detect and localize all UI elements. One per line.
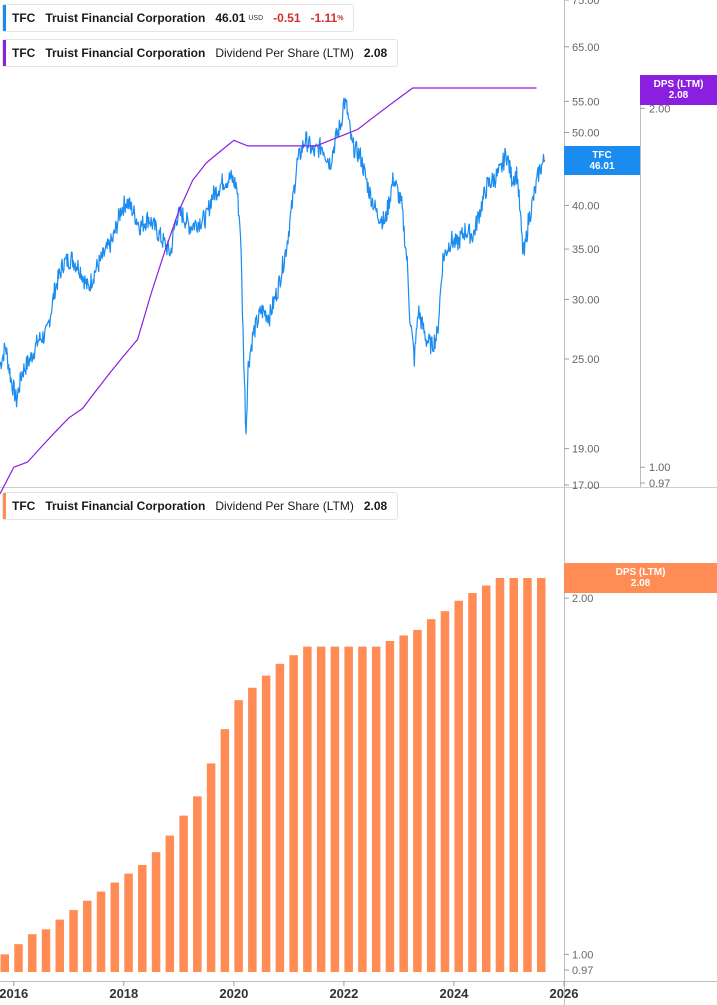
dps-bar: [138, 864, 147, 972]
dps-bar: [523, 578, 532, 972]
dps-tag-top: DPS (LTM) 2.08: [640, 75, 717, 105]
price-y-tick-label: 40.00: [572, 200, 600, 212]
legend-company-name: Truist Financial Corporation: [45, 11, 206, 25]
dps-bar: [41, 929, 51, 972]
dps-bar-y-tick-label: 2.00: [572, 593, 593, 605]
dps-overlay-y-tick-label: 2.00: [649, 103, 670, 115]
dps-bar: [220, 729, 230, 972]
price-tag-ticker: TFC: [592, 149, 612, 161]
dps-bar: [316, 646, 326, 972]
axis-labels: 75.0065.0055.0050.0045.0040.0035.0030.00…: [0, 0, 670, 1001]
dps-bar: [371, 646, 381, 972]
dps-bar: [234, 700, 243, 972]
legend-ticker: TFC: [12, 499, 36, 513]
dps-legend-top-swatch: [3, 40, 6, 66]
price-tag: TFC 46.01: [564, 146, 640, 175]
dps-bar: [151, 852, 161, 972]
legend-metric-value: 2.08: [363, 499, 388, 513]
dps-bar: [110, 882, 120, 972]
price-y-tick-label: 17.00: [572, 480, 600, 492]
legend-metric-name: Dividend Per Share (LTM): [215, 499, 354, 513]
dps-bar: [28, 934, 37, 972]
dps-bar: [165, 835, 175, 972]
legend-ticker: TFC: [12, 11, 36, 25]
dps-overlay-line: [0, 87, 537, 495]
dps-bar: [536, 578, 546, 972]
dps-bar: [83, 900, 92, 972]
dps-legend-bottom-swatch: [3, 493, 6, 519]
dps-bar: [0, 954, 10, 972]
dps-bar-y-tick-label: 0.97: [572, 965, 593, 977]
dps-tag-bottom-label: DPS (LTM): [615, 567, 666, 578]
x-tick-label: 2016: [0, 986, 28, 1001]
legend-metric-name: Dividend Per Share (LTM): [215, 46, 354, 60]
x-tick-label: 2026: [550, 986, 579, 1001]
legend-percent-sign: %: [337, 14, 344, 22]
legend-currency: USD: [248, 14, 264, 22]
dps-bar: [454, 600, 463, 972]
dps-bar: [426, 619, 436, 972]
dps-bar: [55, 919, 65, 972]
dps-tag-top-label: DPS (LTM): [653, 79, 704, 90]
price-y-tick-label: 30.00: [572, 294, 600, 306]
dps-bar: [179, 815, 188, 972]
dps-bar: [248, 687, 257, 972]
dps-bar: [481, 585, 491, 972]
dps-overlay-y-tick-label: 1.00: [649, 462, 670, 474]
dps-bar: [468, 593, 477, 972]
dps-bar: [399, 635, 408, 972]
legend-metric-value: 2.08: [363, 46, 388, 60]
x-tick-label: 2020: [219, 986, 248, 1001]
dps-bar: [495, 578, 505, 972]
dps-bar: [69, 910, 78, 972]
price-y-tick-label: 55.00: [572, 96, 600, 108]
dps-bar: [289, 655, 298, 972]
dps-bar: [358, 646, 367, 972]
dps-overlay-y-tick-label: 0.97: [649, 478, 670, 490]
dps-bar: [14, 944, 23, 972]
dps-bar: [303, 646, 312, 972]
dps-bar: [261, 675, 271, 972]
dps-bar-y-tick-label: 1.00: [572, 949, 593, 961]
legend-price-change: -0.51: [273, 11, 301, 25]
dps-bar: [330, 646, 340, 972]
legend-ticker: TFC: [12, 46, 36, 60]
price-legend-swatch: [3, 5, 6, 31]
legend-company-name: Truist Financial Corporation: [45, 499, 206, 513]
dps-bar: [124, 873, 133, 972]
dps-bar: [275, 663, 285, 972]
dps-bar: [440, 611, 450, 972]
x-tick-label: 2022: [329, 986, 358, 1001]
dps-line-plot: [0, 87, 537, 495]
price-y-tick-label: 50.00: [572, 127, 600, 139]
price-y-tick-label: 65.00: [572, 42, 600, 54]
price-y-tick-label: 19.00: [572, 444, 600, 456]
price-tag-value: 46.01: [589, 160, 615, 172]
dps-legend-top[interactable]: TFC Truist Financial Corporation Dividen…: [2, 39, 399, 67]
dps-legend-bottom[interactable]: TFC Truist Financial Corporation Dividen…: [2, 492, 399, 520]
x-tick-label: 2018: [109, 986, 138, 1001]
dps-tag-bottom-value: 2.08: [630, 578, 651, 589]
price-y-tick-label: 75.00: [572, 0, 600, 7]
x-tick-label: 2024: [439, 986, 469, 1001]
price-y-tick-label: 25.00: [572, 354, 600, 366]
legend-price-value: 46.01: [215, 11, 246, 25]
dps-tag-bottom: DPS (LTM) 2.08: [564, 563, 717, 593]
legend-price-change-pct: -1.11: [310, 11, 338, 25]
price-plot: [0, 97, 546, 435]
dps-bar: [344, 646, 353, 972]
dps-bar: [206, 763, 216, 972]
dps-bar: [413, 629, 422, 972]
price-series-line: [0, 97, 546, 435]
dps-tag-top-value: 2.08: [668, 90, 689, 101]
legend-company-name: Truist Financial Corporation: [45, 46, 206, 60]
price-legend[interactable]: TFC Truist Financial Corporation 46.01 U…: [2, 4, 355, 32]
dps-bar: [193, 796, 202, 972]
dps-bar: [96, 891, 106, 972]
dps-bar-series: [0, 578, 546, 972]
dps-bar: [509, 578, 518, 972]
dps-bar: [385, 641, 395, 972]
price-y-tick-label: 35.00: [572, 244, 600, 256]
